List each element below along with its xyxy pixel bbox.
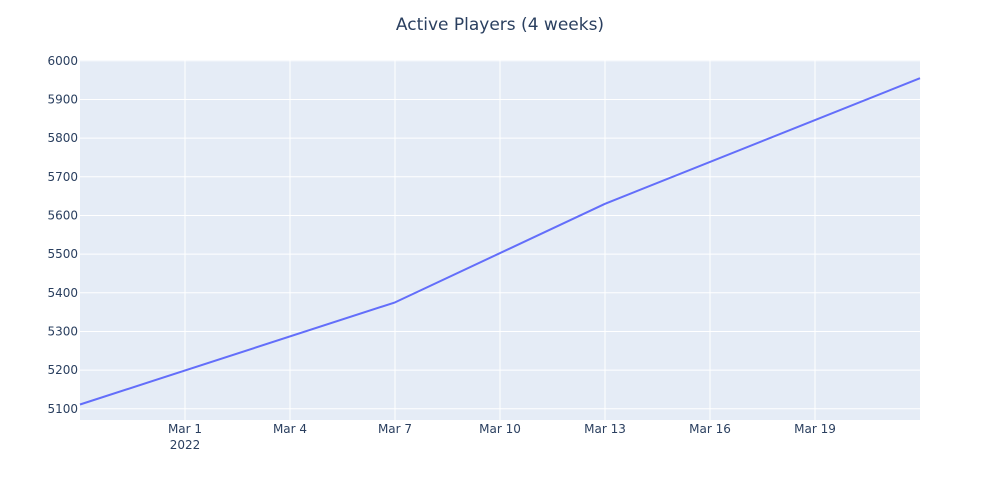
x-tick-label: Mar 19	[794, 422, 836, 436]
y-tick-label: 5700	[47, 170, 78, 184]
y-tick-label: 5200	[47, 363, 78, 377]
x-tick-label: Mar 7	[378, 422, 412, 436]
series-layer	[79, 77, 921, 406]
y-tick-label: 5100	[47, 402, 78, 416]
y-tick-label: 6000	[47, 54, 78, 68]
y-tick-label: 5600	[47, 208, 78, 222]
series-line	[79, 77, 921, 406]
x-tick-label: Mar 10	[479, 422, 521, 436]
x-tick-sublabel: 2022	[170, 438, 201, 452]
y-axis-ticks: 5100 5200 5300 5400 5500 5600 5700 5800 5900 6000	[47, 54, 78, 416]
x-tick-label: Mar 16	[689, 422, 731, 436]
y-tick-label: 5300	[47, 324, 78, 338]
y-tick-label: 5800	[47, 131, 78, 145]
x-tick-label: Mar 13	[584, 422, 626, 436]
x-axis-ticks: Mar 1 2022 Mar 4 Mar 7 Mar 10 Mar 13 Mar 16 Mar…	[168, 422, 836, 452]
y-tick-label: 5500	[47, 247, 78, 261]
x-tick-label: Mar 1	[168, 422, 202, 436]
y-tick-label: 5400	[47, 286, 78, 300]
y-tick-label: 5900	[47, 92, 78, 106]
chart-title: Active Players (4 weeks)	[396, 15, 604, 35]
grid	[80, 60, 920, 420]
x-tick-label: Mar 4	[273, 422, 307, 436]
